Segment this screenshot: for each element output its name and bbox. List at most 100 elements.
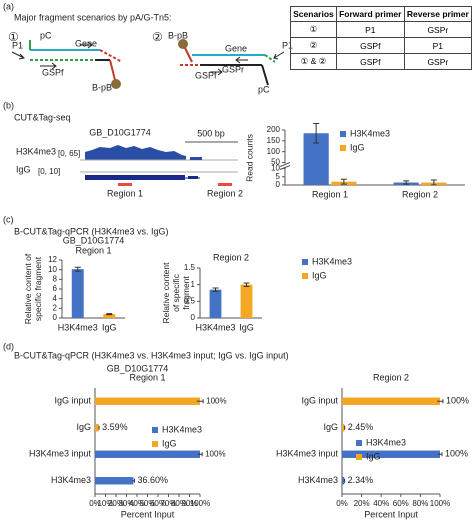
y-tick-label: IgG input [54,396,91,406]
x-tick-label: 50% [139,499,155,508]
legend-swatch [302,273,308,279]
y-tick-label: 12 [48,255,57,264]
x-tick-label: 0% [89,499,101,508]
y-tick-label: 8 [53,274,58,283]
diagram-label: Gene [75,38,97,48]
x-tick-label: IgG [239,322,254,332]
track-range: [0, 10] [38,167,60,176]
chart-title: Region 2 [213,252,249,262]
error-bar [340,178,347,185]
gene-name: GB_D10G1774 [89,127,151,137]
scenario-1-diagram [11,40,123,89]
x-tick-label: H3K4me3 [58,322,98,332]
y-tick-label: IgG input [301,396,338,406]
bar [95,424,99,432]
y-tick-label: 2 [53,303,58,312]
scale-bar-label: 500 bp [197,128,225,138]
table-cell: ① [290,21,337,38]
panel-label: (c) [3,214,14,224]
x-tick-label: Region 1 [312,189,348,199]
panel-label: (a) [3,1,14,11]
y-tick-label: 100 [267,147,281,156]
bar [342,424,345,432]
legend-label: IgG [366,451,381,461]
y-tick-label: 1 [191,280,196,289]
legend-label: H3K4me3 [312,256,352,266]
bar [342,397,440,405]
legend-label: H3K4me3 [366,437,406,447]
bar [342,450,440,458]
diagram-label: B-pB [92,82,112,92]
x-tick-label: 30% [118,499,134,508]
diagram-label: pC [40,30,52,40]
chart-subtitle: Region 1 [129,372,165,382]
legend-label: H3K4me3 [350,128,390,138]
axis-break [279,162,291,170]
bar [209,289,222,318]
legend-swatch [152,441,158,447]
y-tick-label: 150 [267,136,281,145]
track-name: H3K4me3 [16,146,56,156]
table-row: ① P1 GSPr [290,21,473,38]
chart-title: GB_D10G1774 [63,235,125,245]
bar [342,477,345,485]
x-tick-label: 100% [430,499,450,508]
y-tick-label: 0.5 [184,296,196,305]
value-label: 2.34% [348,475,374,485]
y-tick-label: 0 [191,313,196,322]
error-bar [98,425,100,430]
y-tick-label: 4 [53,294,58,303]
table-header-cell: Forward primer [335,6,405,22]
diagram-label: GSPf [42,67,64,77]
y-tick-label: 50 [271,158,280,167]
value-label: 36.60% [137,475,168,485]
primer-table: Scenarios Forward primer Reverse primer ① P1… [290,6,473,70]
x-tick-label: 0% [336,499,348,508]
axis-break-gap [281,163,289,168]
y-axis-label: Relative content of specific fragment [161,262,191,324]
y-tick-label: 5 [276,172,281,181]
error-bar [313,123,320,144]
legend-swatch [356,454,362,460]
scenario-number: ① [8,30,19,44]
bar [95,450,200,458]
genome-browser: GB_D10G1774 500 bp [80,127,238,186]
x-axis-label: Percent Input [364,509,418,519]
table-header-cell: Reverse primer [403,6,473,22]
value-label: 100% [446,396,469,406]
table-row: ① & ② GSPf GSPr [290,53,473,70]
value-label: 100% [445,449,468,459]
bar [103,314,116,318]
panel-title: B-CUT&Tag-qPCR (H3K4me3 vs. IgG) [14,226,169,236]
legend-label: IgG [162,438,177,448]
y-axis-label: Read counts [244,133,254,182]
table-cell: GSPr [403,21,473,38]
x-axis-label: Percent Input [121,509,175,519]
chart-subtitle: Region 1 [75,245,111,255]
error-bar [343,478,346,483]
legend-label: IgG [312,270,327,280]
chart-title: GB_D10G1774 [107,363,169,373]
x-tick-label: 100% [190,499,210,508]
y-tick-label: H3K4me3 input [276,449,339,459]
x-tick-label: 80% [171,499,187,508]
y-tick-label: 0 [276,180,281,189]
diagram-label: B-pB [168,30,188,40]
x-tick-label: 60% [150,499,166,508]
x-tick-label: Region 2 [402,189,438,199]
table-cell: GSPf [335,53,405,70]
diagram-label: P1 [282,40,293,50]
legend-label: IgG [350,142,365,152]
bar [240,284,253,318]
legend-swatch [302,259,308,265]
legend-swatch [356,440,362,446]
diagram-label: Gene [225,43,247,53]
panel-title: B-CUT&Tag-qPCR (H3K4me3 vs. H3K4me3 inpu… [14,350,289,360]
error-bar [132,478,135,483]
legend-swatch [152,427,158,433]
panel-label: (b) [3,100,14,110]
x-tick-label: 10% [97,499,113,508]
y-tick-label: 1.5 [184,263,196,272]
diagram-label: pC [258,84,270,94]
legend-swatch [340,145,346,151]
